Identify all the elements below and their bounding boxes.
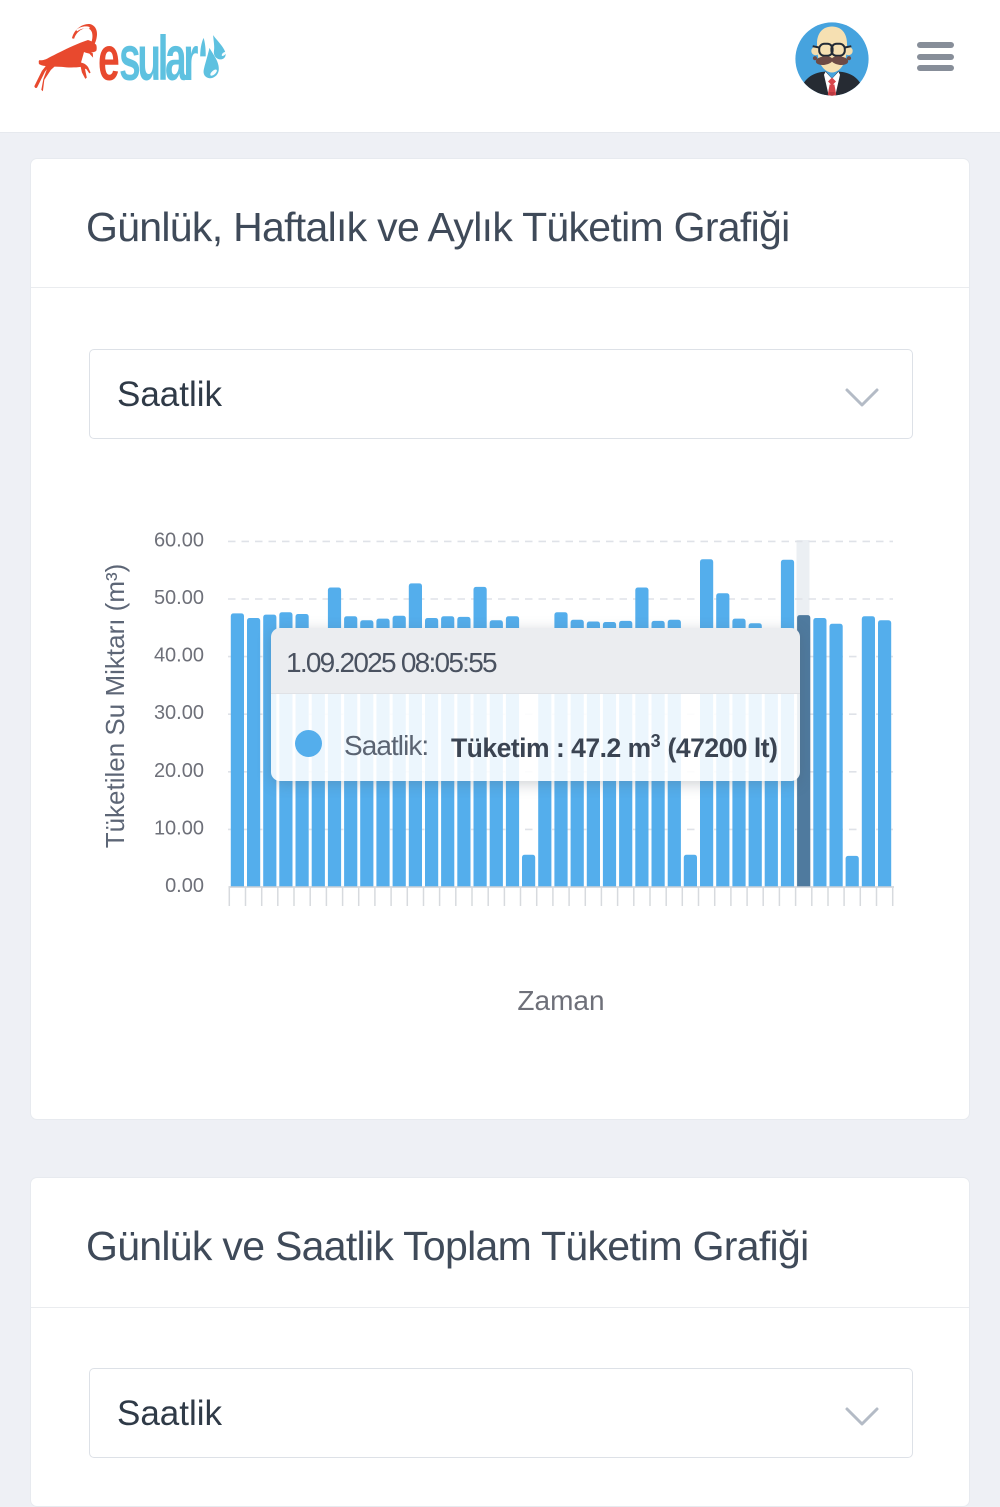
svg-text:20.00: 20.00 [154, 760, 204, 782]
svg-text:30.00: 30.00 [154, 702, 204, 724]
svg-text:e: e [98, 25, 120, 95]
svg-text:0.00: 0.00 [165, 875, 204, 897]
svg-text:60.00: 60.00 [154, 529, 204, 551]
svg-text:40.00: 40.00 [154, 645, 204, 667]
svg-text:sular: sular [119, 25, 198, 95]
svg-text:50.00: 50.00 [154, 587, 204, 609]
svg-text:Zaman: Zaman [517, 985, 604, 1016]
svg-text:10.00: 10.00 [154, 817, 204, 839]
svg-text:Tüketilen Su Miktarı (m³): Tüketilen Su Miktarı (m³) [100, 564, 130, 849]
